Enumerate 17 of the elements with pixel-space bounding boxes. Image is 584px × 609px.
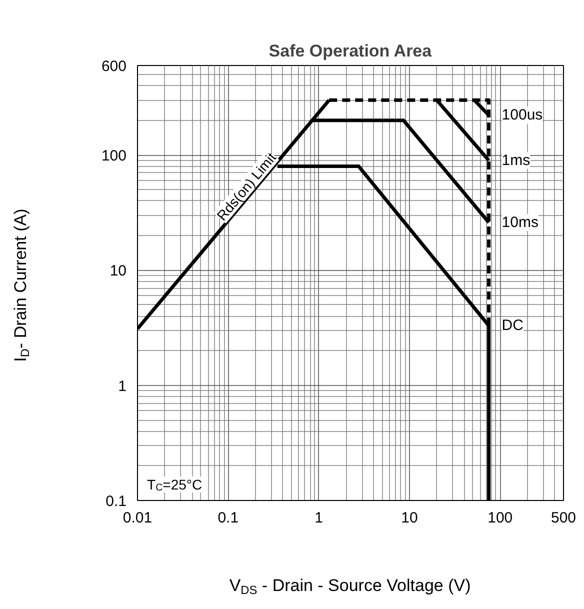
y-tick-label: 10 — [110, 262, 127, 280]
series-label: DC — [502, 317, 524, 334]
chart-title: Safe Operation Area — [268, 42, 432, 60]
x-tick-label: 100 — [488, 510, 513, 526]
series-label: 10ms — [502, 214, 538, 231]
y-tick-label: 1 — [118, 378, 126, 395]
x-tick-label: 10 — [401, 510, 418, 526]
y-tick-label: 0.1 — [106, 493, 127, 510]
y-axis-title: ID- Drain Current (A) — [11, 208, 32, 362]
series-label: 1ms — [502, 152, 530, 169]
x-tick-label: 0.01 — [122, 510, 152, 526]
x-tick-label: 0.1 — [218, 510, 239, 526]
series-label: 100us — [502, 106, 543, 124]
x-tick-label: 500 — [550, 510, 576, 526]
y-tick-label: 100 — [101, 148, 127, 165]
y-tick-label: 600 — [101, 58, 127, 75]
x-tick-label: 1 — [314, 510, 323, 526]
